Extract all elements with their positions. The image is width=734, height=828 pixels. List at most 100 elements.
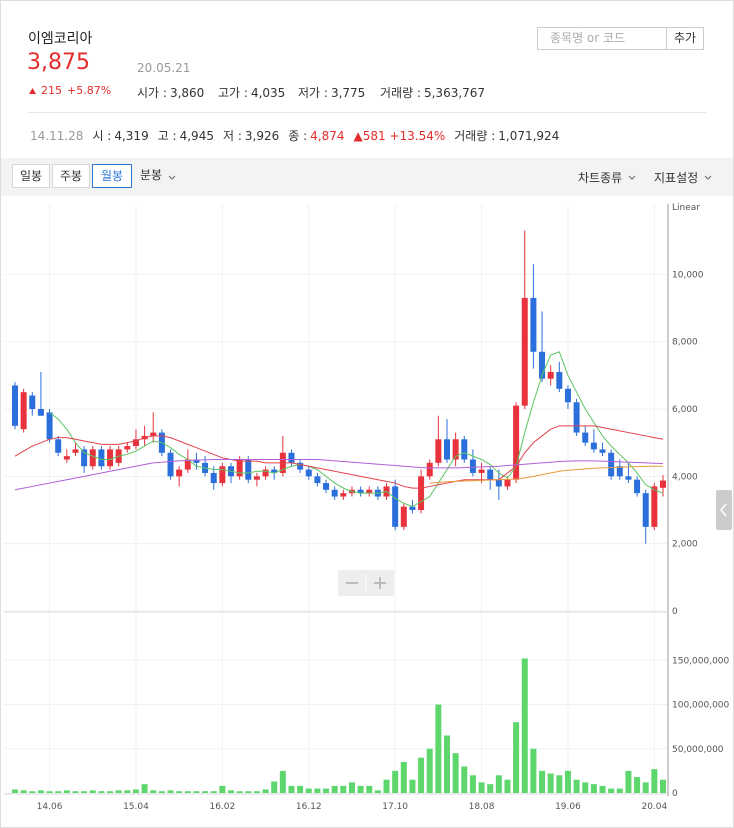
volume-bar [426, 748, 433, 793]
volume-bar [660, 779, 666, 793]
candle-body [184, 459, 191, 470]
x-tick-label: 14.06 [37, 802, 63, 812]
candle-body [418, 476, 425, 510]
volume-bar [564, 770, 571, 793]
chevron [168, 175, 176, 180]
tab[interactable]: 주봉 [52, 164, 90, 188]
hover-item: 시 :4,319 [92, 127, 148, 144]
moving-average [429, 465, 663, 484]
stat-value: 4,035 [250, 86, 286, 100]
volume-bar [616, 788, 623, 793]
candle-body [253, 476, 260, 480]
volume-bar [556, 775, 563, 793]
volume-bar [305, 788, 312, 793]
candle-body [573, 402, 580, 433]
volume-bar [245, 791, 252, 793]
volume-bar [115, 790, 122, 793]
tab[interactable]: 분봉 [140, 168, 163, 182]
change-rate: +5.87% [67, 84, 112, 97]
tab[interactable]: 일봉 [12, 164, 50, 188]
volume-bar [20, 790, 27, 793]
candle-body [124, 446, 131, 450]
stat: 저가 :3,775 [298, 84, 365, 101]
volume-bar [383, 779, 390, 793]
candle-body [478, 469, 485, 473]
candle-body [357, 489, 364, 494]
volume-bar [158, 791, 165, 793]
volume-bar [461, 766, 468, 793]
volume-bar [193, 791, 200, 793]
search-input[interactable]: 종목명 or 코드 [537, 27, 667, 50]
volume-bar [37, 790, 44, 793]
hover-volume-label: 거래량 : [454, 129, 496, 143]
volume-bar [219, 785, 226, 793]
stock-name: 이엠코리아 [28, 31, 93, 47]
volume-bar [228, 790, 234, 793]
volume-bar [262, 789, 269, 793]
volume-bar [409, 779, 416, 793]
side-toggle[interactable] [716, 490, 732, 530]
x-tick-label: 19.06 [555, 802, 581, 812]
volume-bar [634, 777, 641, 793]
volume-bar [323, 788, 330, 793]
hover-item: 저 :3,926 [223, 127, 279, 144]
stock-date: 20.05.21 [137, 61, 191, 75]
menu[interactable]: 차트종류 [578, 171, 623, 185]
volume-bar [184, 791, 191, 793]
candle-body [72, 449, 79, 453]
candle-body [132, 439, 139, 447]
candle-body [262, 469, 269, 477]
candle-body [547, 371, 554, 379]
candle-body [400, 506, 407, 527]
menu[interactable]: 지표설정 [654, 171, 699, 185]
candle-body [651, 486, 658, 527]
volume-bar [487, 784, 494, 793]
add-button[interactable]: 추가 [666, 27, 704, 50]
candle-body [98, 449, 105, 467]
hover-change: ▲581 +13.54% [353, 128, 446, 143]
volume-bar [444, 735, 450, 793]
volume-bar [513, 722, 520, 793]
volume-bar [271, 781, 278, 793]
hover-info: 14.11.28 시 :4,319 고 :4,945 저 :3,926 종 :4,87… [30, 127, 559, 144]
candle-body [487, 469, 494, 480]
candle-body [556, 371, 563, 389]
y-tick-label: 50,000,000 [672, 745, 724, 755]
tab[interactable]: 월봉 [92, 164, 132, 188]
volume-bar [530, 748, 537, 793]
candle-body [236, 459, 243, 477]
y-tick-label: 10,000 [672, 270, 704, 280]
volume-bar [46, 791, 53, 793]
candle-body [271, 469, 278, 473]
volume-bar [495, 775, 502, 793]
volume-bar [141, 784, 148, 793]
y-tick-label: 4,000 [672, 472, 698, 482]
volume-bar [374, 790, 381, 793]
candle-body [245, 459, 252, 480]
divider [28, 112, 706, 113]
candle-body [150, 432, 157, 436]
stat: 거래량 :5,363,767 [380, 84, 485, 101]
candle-body [314, 476, 321, 484]
volume-bar [210, 791, 217, 793]
candle-body [46, 412, 53, 440]
volume-bar [314, 788, 321, 793]
candle-body [366, 489, 373, 494]
volume-bar [98, 791, 105, 793]
change: 215 +5.87% [29, 84, 111, 97]
volume-bar [452, 753, 459, 793]
candle-body [444, 439, 450, 460]
candle-body [634, 479, 641, 494]
volume-bar [89, 790, 96, 793]
volume-bar [539, 770, 546, 793]
candle-body [297, 462, 304, 470]
candle-body [452, 439, 459, 460]
volume-bar [297, 785, 304, 793]
x-tick-label: 16.12 [296, 802, 322, 812]
hover-label: 종 : [288, 129, 308, 143]
x-tick-label: 15.04 [123, 802, 149, 812]
volume-bar [279, 770, 286, 793]
candle-body [495, 479, 502, 487]
volume-bar [418, 757, 425, 793]
candle-body [89, 449, 96, 467]
